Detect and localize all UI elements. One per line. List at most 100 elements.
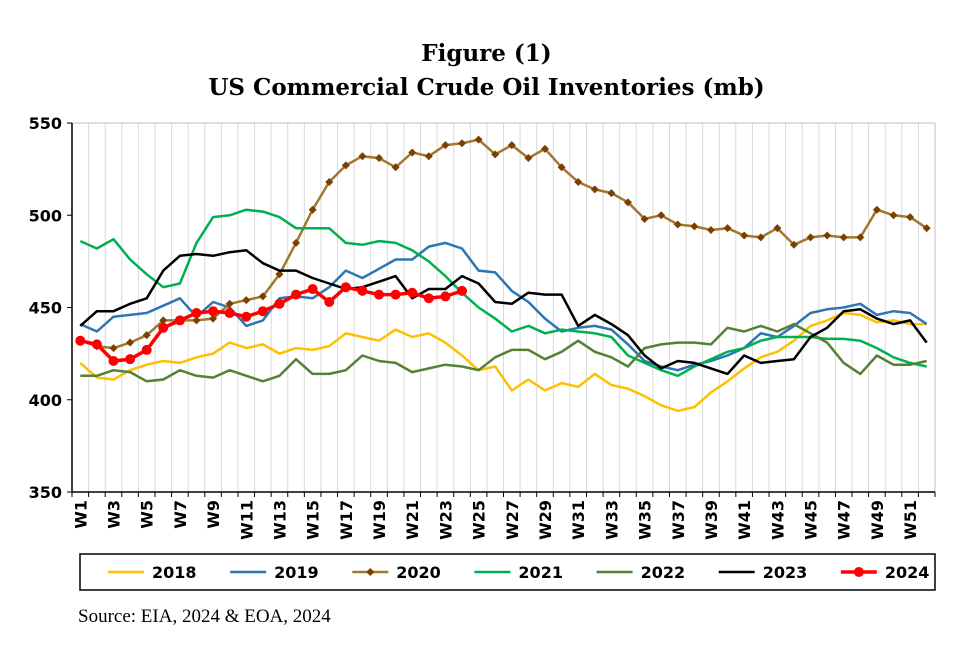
x-tick-label: W27 [503, 500, 522, 540]
data-point [126, 338, 135, 347]
data-point [142, 331, 151, 340]
y-tick-label: 500 [29, 206, 62, 225]
legend-item-2019: 2019 [230, 563, 319, 582]
data-point [773, 224, 782, 233]
data-point [75, 335, 86, 346]
data-point [174, 315, 185, 326]
data-point [839, 233, 848, 242]
line-chart: 350 400 450 500 550 W1 W3 W5 W7 W9 W11 W13 W15 W17 W19… [29, 114, 936, 591]
x-tick-label: W17 [337, 500, 356, 540]
data-point [357, 285, 368, 296]
legend-item-2021: 2021 [474, 563, 563, 582]
data-point [159, 316, 168, 325]
data-point [640, 214, 649, 223]
data-point [192, 316, 201, 325]
data-point [424, 152, 433, 161]
x-tick-label: W37 [669, 500, 688, 540]
data-point [889, 211, 898, 220]
data-point [324, 296, 335, 307]
data-point [91, 339, 102, 350]
chart-title: Figure (1) [421, 40, 552, 67]
legend-item-2024: 2024 [840, 563, 929, 582]
y-tick-label: 550 [29, 114, 62, 133]
x-tick-label: W3 [104, 500, 123, 529]
data-point [407, 287, 418, 298]
legend-label: 2022 [641, 563, 686, 582]
data-point [258, 292, 267, 301]
data-point [158, 322, 169, 333]
data-point [474, 135, 483, 144]
data-point [108, 356, 119, 367]
data-point [623, 198, 632, 207]
data-point [491, 150, 500, 159]
x-tick-label: W33 [602, 500, 621, 540]
data-point [307, 284, 318, 295]
x-tick-label: W19 [370, 500, 389, 540]
y-tick-label: 350 [29, 483, 62, 502]
data-point [423, 293, 434, 304]
legend-item-2020: 2020 [352, 563, 441, 582]
data-point [856, 233, 865, 242]
series-2022 [80, 322, 927, 383]
data-point [540, 144, 549, 153]
data-point [457, 285, 468, 296]
data-point [823, 231, 832, 240]
legend-label: 2020 [396, 563, 441, 582]
x-tick-label: W41 [735, 500, 754, 540]
series-2024 [75, 282, 468, 367]
x-tick-label: W31 [569, 500, 588, 540]
x-tick-label: W7 [171, 500, 190, 529]
series-2021 [79, 208, 927, 378]
x-tick-label: W49 [868, 500, 887, 540]
x-tick-label: W47 [835, 500, 854, 540]
grid [71, 122, 936, 493]
x-tick-label: W11 [237, 500, 256, 540]
data-point [922, 224, 931, 233]
data-point [574, 178, 583, 187]
data-point [756, 233, 765, 242]
series-line-2022 [80, 322, 927, 383]
x-tick-label: W29 [536, 500, 555, 540]
x-tick-label: W43 [768, 500, 787, 540]
data-point [706, 226, 715, 235]
legend: 2018 2019 2020 2021 2022 2023 2024 [79, 553, 936, 591]
data-point [257, 306, 268, 317]
data-point [806, 233, 815, 242]
data-point [224, 308, 235, 319]
data-point [872, 205, 881, 214]
data-point [458, 139, 467, 148]
legend-marker [853, 567, 864, 577]
legend-label: 2019 [274, 563, 319, 582]
x-tick-label: W9 [204, 500, 223, 529]
data-point [358, 152, 367, 161]
data-point [440, 291, 451, 302]
chart-subtitle: US Commercial Crude Oil Inventories (mb) [208, 74, 765, 101]
data-point [441, 141, 450, 150]
data-point [789, 240, 798, 249]
data-point [390, 289, 401, 300]
data-point [374, 289, 385, 300]
data-point [524, 154, 533, 163]
data-point [209, 314, 218, 323]
legend-label: 2023 [763, 563, 808, 582]
data-point [225, 299, 234, 308]
axes: 350 400 450 500 550 W1 W3 W5 W7 W9 W11 W13 W15 W17 W19… [29, 114, 936, 540]
series-line-2023 [79, 249, 928, 376]
data-point [242, 296, 251, 305]
data-point [292, 238, 301, 247]
data-point [690, 222, 699, 231]
series-lines [75, 135, 931, 413]
x-tick-label: W25 [470, 500, 489, 540]
data-point [125, 354, 136, 365]
x-tick-label: W21 [403, 500, 422, 540]
legend-marker [366, 568, 375, 576]
x-tick-label: W5 [138, 500, 157, 529]
series-2023 [79, 249, 928, 376]
y-tick-label: 450 [29, 299, 62, 318]
data-point [208, 306, 219, 317]
legend-item-2018: 2018 [108, 563, 197, 582]
x-tick-label: W1 [71, 500, 90, 529]
data-point [275, 270, 284, 279]
data-point [141, 344, 152, 355]
data-point [557, 163, 566, 172]
